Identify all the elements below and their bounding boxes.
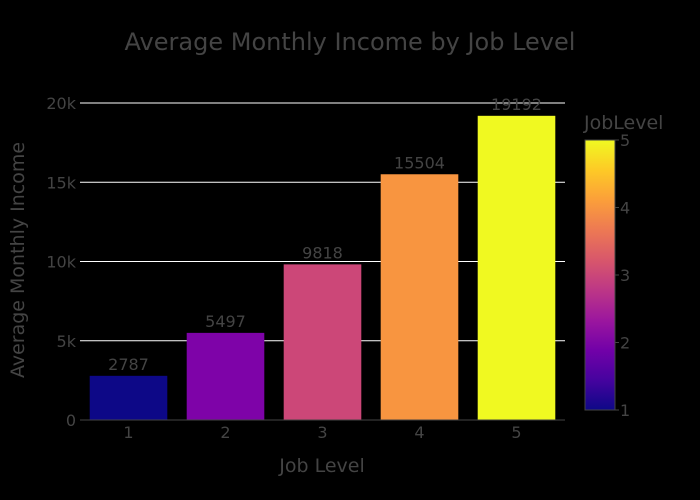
bar-value-label: 2787 (108, 355, 149, 374)
bar (283, 264, 362, 420)
y-axis-ticks: 0 5k 10k 15k 20k (46, 94, 76, 430)
y-tick-label: 5k (57, 332, 77, 351)
bar (186, 332, 265, 420)
bar (89, 375, 168, 420)
x-tick-label: 4 (414, 423, 424, 442)
y-tick-label: 15k (46, 173, 76, 192)
colorbar: JobLevel 1 2 3 4 5 (583, 112, 663, 420)
colorbar-tick-label: 5 (620, 131, 630, 150)
x-tick-label: 2 (220, 423, 230, 442)
colorbar-tick-label: 4 (620, 199, 630, 218)
y-tick-label: 0 (66, 411, 76, 430)
bar-value-label: 19192 (491, 95, 542, 114)
bar-value-label: 9818 (302, 243, 343, 262)
x-tick-label: 3 (317, 423, 327, 442)
colorbar-tick-label: 3 (620, 266, 630, 285)
colorbar-gradient (584, 139, 616, 411)
bar (477, 115, 556, 421)
colorbar-ticks: 1 2 3 4 5 (615, 131, 630, 420)
x-tick-label: 5 (511, 423, 521, 442)
chart-title: Average Monthly Income by Job Level (125, 28, 576, 56)
colorbar-tick-label: 1 (620, 401, 630, 420)
y-axis-title: Average Monthly Income (7, 142, 29, 378)
bar-value-label: 5497 (205, 312, 246, 331)
x-axis-ticks: 1 2 3 4 5 (123, 423, 521, 442)
x-tick-label: 1 (123, 423, 133, 442)
colorbar-title: JobLevel (583, 112, 663, 134)
colorbar-tick-label: 2 (620, 334, 630, 353)
y-tick-label: 10k (46, 253, 76, 272)
bar-value-label: 15504 (394, 153, 445, 172)
bar-value-labels: 2787 5497 9818 15504 19192 (108, 95, 542, 374)
x-axis-title: Job Level (278, 455, 364, 477)
y-tick-label: 20k (46, 94, 76, 113)
bars (89, 115, 556, 421)
bar (380, 174, 459, 420)
